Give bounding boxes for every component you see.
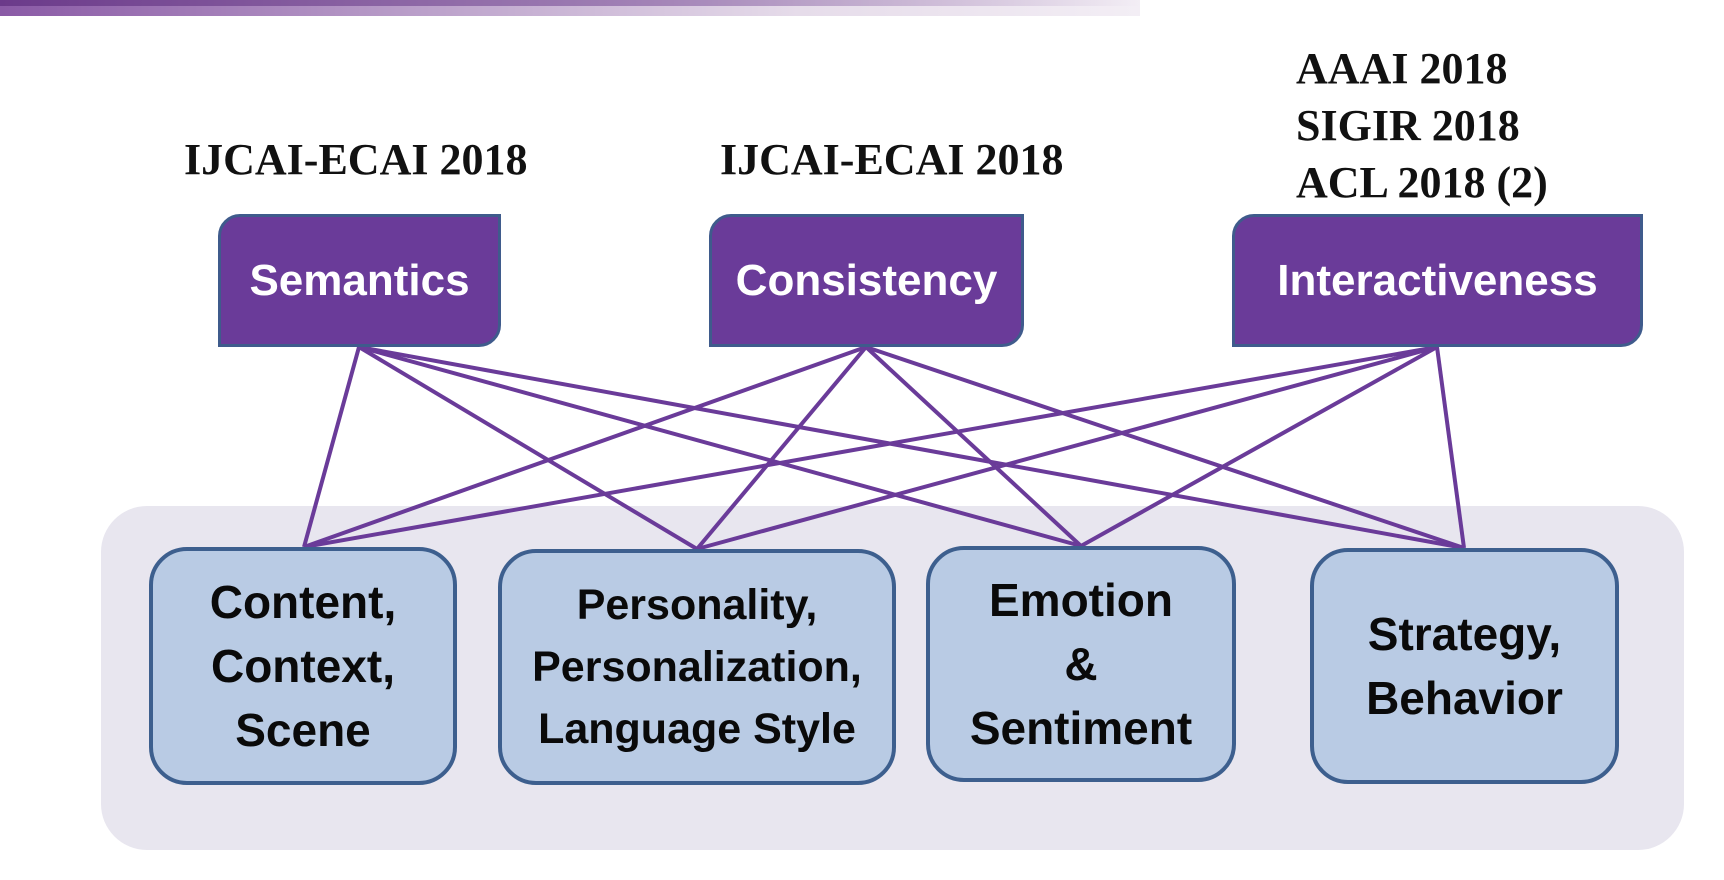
venue-line: SIGIR 2018 <box>1296 101 1520 150</box>
factor-line: Behavior <box>1366 672 1563 724</box>
link-line <box>1435 346 1466 549</box>
factor-line: Scene <box>235 704 371 756</box>
link-line <box>696 345 1438 551</box>
venue-consistency: IJCAI-ECAI 2018 <box>720 131 1063 188</box>
venue-semantics: IJCAI-ECAI 2018 <box>184 131 527 188</box>
factor-line: Personalization, <box>532 643 862 691</box>
link-line <box>864 345 1083 548</box>
link-line <box>865 345 1465 550</box>
factor-line: Sentiment <box>969 702 1193 754</box>
factor-line: Language Style <box>538 705 856 753</box>
link-line <box>303 345 1438 549</box>
link-line <box>358 345 1082 548</box>
factor-personality-personalization-style: Personality, Personalization, Language S… <box>498 549 896 785</box>
factor-emotion-sentiment: Emotion & Sentiment <box>926 546 1236 782</box>
venue-line: AAAI 2018 <box>1296 44 1508 93</box>
venue-line: ACL 2018 (2) <box>1296 158 1548 207</box>
factor-content-context-scene: Content, Context, Scene <box>149 547 457 785</box>
aspect-label: Consistency <box>735 255 998 305</box>
link-line <box>303 345 867 549</box>
link-line <box>695 345 868 551</box>
factor-strategy-behavior: Strategy, Behavior <box>1310 548 1619 784</box>
link-line <box>302 346 361 548</box>
venue-line: IJCAI-ECAI 2018 <box>184 135 528 184</box>
aspect-label: Semantics <box>249 255 470 305</box>
aspect-interactiveness: Interactiveness <box>1232 214 1643 347</box>
aspect-consistency: Consistency <box>709 214 1024 347</box>
title-bar-gradient <box>0 0 1140 16</box>
factor-line: Strategy, <box>1367 608 1562 660</box>
factor-line: & <box>1064 638 1098 690</box>
link-line <box>1080 345 1438 548</box>
factor-line: Content, <box>209 576 397 628</box>
factor-line: Emotion <box>989 574 1173 626</box>
aspect-semantics: Semantics <box>218 214 501 347</box>
factor-line: Personality, <box>576 581 818 629</box>
venue-interactiveness: AAAI 2018 SIGIR 2018 ACL 2018 (2) <box>1296 40 1548 211</box>
link-line <box>357 345 699 551</box>
link-line <box>358 345 1465 550</box>
factor-line: Context, <box>210 640 395 692</box>
aspect-label: Interactiveness <box>1277 255 1598 305</box>
venue-line: IJCAI-ECAI 2018 <box>720 135 1064 184</box>
